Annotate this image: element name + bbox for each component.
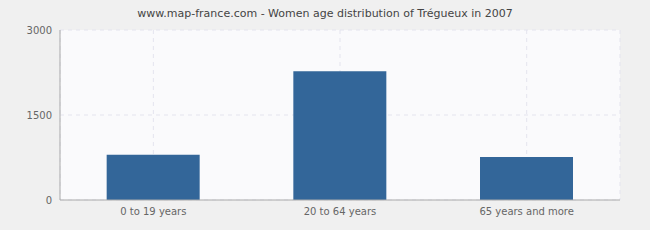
svg-text:0 to 19 years: 0 to 19 years — [120, 206, 186, 217]
svg-text:65 years and more: 65 years and more — [479, 206, 574, 217]
html-text:www.map-france.com - Women age: www.map-france.com - Women age distribut… — [137, 7, 513, 20]
svg-text:20 to 64 years: 20 to 64 years — [304, 206, 377, 217]
svg-text:3000: 3000 — [27, 25, 52, 36]
svg-text:0: 0 — [46, 195, 52, 206]
svg-text:1500: 1500 — [27, 110, 52, 121]
